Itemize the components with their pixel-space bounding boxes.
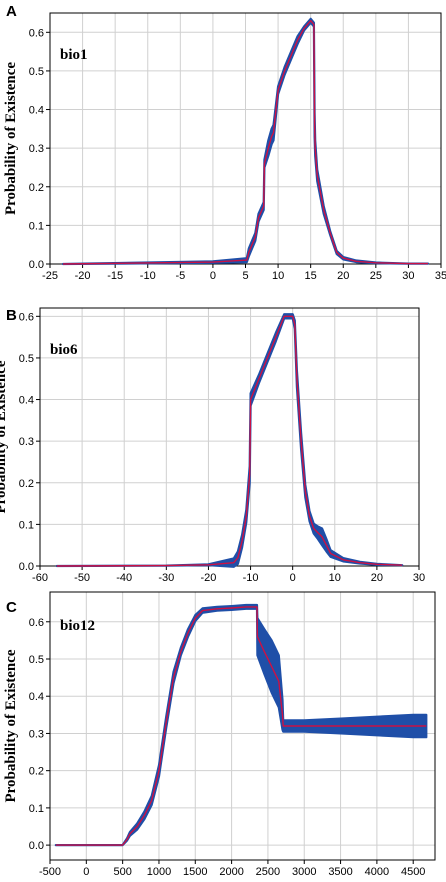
x-tick-label: 20	[371, 572, 383, 584]
x-tick-label: 15	[305, 270, 317, 282]
x-tick-label: 2500	[256, 866, 280, 878]
x-tick-label: -10	[140, 270, 156, 282]
panel-b: B -60 -50 -40 -30 -20 -10 0 10 20 30 0.0 0.1 0.2 0.3 0.…	[0, 307, 425, 584]
x-tick-label: -20	[75, 270, 91, 282]
y-axis-label: Probability of Existence	[3, 62, 19, 215]
x-tick-label: 1500	[183, 866, 207, 878]
panel-letter: C	[6, 599, 17, 616]
x-tick-label: 0	[290, 572, 296, 584]
y-tick-label: 0.1	[29, 803, 44, 815]
x-tick-label: 25	[370, 270, 382, 282]
y-axis-label: Probability of Existence	[3, 649, 19, 802]
y-tick-label: 0.2	[19, 478, 34, 490]
y-axis-label: Probability of Existence	[0, 360, 9, 513]
panel-c: C -500 0 500 1000 1500 2000 2500 3000 3500 4000 450…	[3, 591, 436, 878]
x-tick-label: 5	[242, 270, 248, 282]
panel-a: A -25 -20 -15 -10 -5 0 5 10 15 20 25 30 35 0.0 0.1 0.2 0.…	[3, 3, 446, 282]
x-tick-label: 35	[435, 270, 446, 282]
y-tick-label: 0.0	[29, 259, 44, 271]
x-tick-label: 4500	[401, 866, 425, 878]
x-tick-label: -60	[32, 572, 48, 584]
response-line	[56, 315, 403, 567]
x-tick-label: 4000	[365, 866, 389, 878]
y-tick-label: 0.1	[19, 519, 34, 531]
y-tick-label: 0.5	[29, 654, 44, 666]
y-tick-label: 0.5	[29, 66, 44, 78]
x-tick-label: -40	[116, 572, 132, 584]
y-tick-label: 0.2	[29, 182, 44, 194]
confidence-band	[55, 313, 404, 568]
x-tick-label: -5	[175, 270, 185, 282]
y-tick-label: 0.4	[19, 395, 34, 407]
response-line	[55, 606, 427, 846]
x-tick-label: 2000	[219, 866, 243, 878]
x-tick-label: 0	[210, 270, 216, 282]
variable-label: bio1	[60, 47, 88, 63]
x-tick-label: -25	[42, 270, 58, 282]
x-tick-label: 30	[413, 572, 425, 584]
y-tick-label: 0.4	[29, 691, 44, 703]
x-tick-label: -30	[158, 572, 174, 584]
y-tick-label: 0.6	[29, 27, 44, 39]
y-tick-label: 0.3	[29, 143, 44, 155]
y-tick-label: 0.2	[29, 766, 44, 778]
y-tick-label: 0.6	[19, 311, 34, 323]
y-tick-label: 0.5	[19, 353, 34, 365]
x-tick-label: -10	[243, 572, 259, 584]
y-tick-label: 0.0	[29, 840, 44, 852]
y-tick-label: 0.3	[29, 728, 44, 740]
response-line	[62, 20, 428, 265]
y-tick-label: 0.4	[29, 105, 44, 117]
plot-frame	[39, 307, 420, 567]
x-tick-label: 10	[272, 270, 284, 282]
x-tick-label: 3000	[292, 866, 316, 878]
y-tick-label: 0.3	[19, 436, 34, 448]
y-tick-label: 0.6	[29, 617, 44, 629]
x-tick-label: -20	[200, 572, 216, 584]
confidence-band	[54, 603, 428, 847]
panel-letter: A	[6, 3, 17, 20]
x-tick-label: 500	[113, 866, 131, 878]
x-tick-label: -15	[107, 270, 123, 282]
variable-label: bio12	[60, 618, 95, 634]
x-tick-label: -500	[39, 866, 61, 878]
x-tick-label: 10	[329, 572, 341, 584]
x-tick-label: 1000	[147, 866, 171, 878]
x-tick-label: 3500	[328, 866, 352, 878]
y-tick-label: 0.0	[19, 561, 34, 573]
y-tick-label: 0.1	[29, 220, 44, 232]
x-tick-label: 30	[402, 270, 414, 282]
x-tick-label: 20	[337, 270, 349, 282]
x-tick-label: -50	[74, 572, 90, 584]
plot-frame	[49, 591, 436, 861]
variable-label: bio6	[50, 342, 78, 358]
panel-letter: B	[6, 307, 17, 324]
x-tick-label: 0	[83, 866, 89, 878]
